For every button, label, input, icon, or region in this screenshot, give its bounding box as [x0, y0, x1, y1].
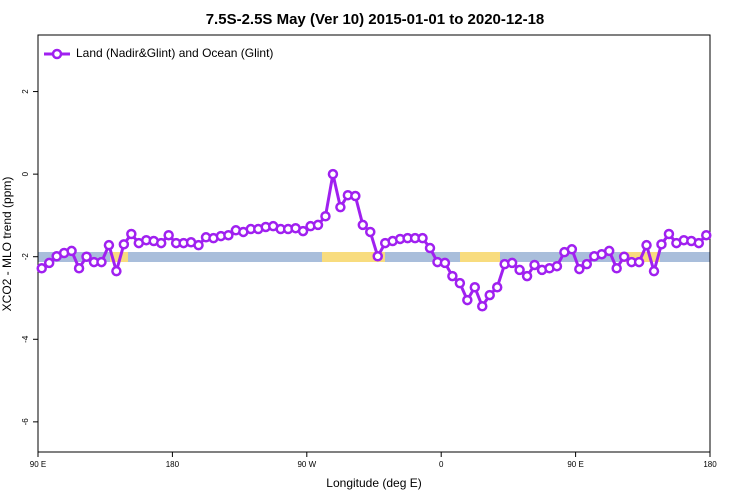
point [43, 257, 55, 269]
band-yellow [322, 252, 385, 262]
point [327, 168, 339, 180]
point [506, 257, 518, 269]
point [656, 239, 667, 250]
point [372, 251, 383, 262]
point [641, 239, 652, 251]
point [701, 229, 712, 241]
point [96, 256, 107, 268]
point [447, 270, 458, 282]
point [521, 270, 533, 282]
legend-label: Land (Nadir&Glint) and Ocean (Glint) [76, 46, 273, 60]
x-tick-label: 90 W [297, 460, 316, 469]
y-tick-label: -2 [21, 253, 30, 261]
point [365, 226, 376, 238]
point [73, 263, 85, 274]
plot-frame [37, 34, 711, 453]
point [297, 225, 309, 237]
point [417, 232, 428, 244]
point [36, 263, 47, 274]
x-tick-label: 0 [439, 460, 444, 469]
point [111, 265, 122, 277]
band-yellow [460, 252, 500, 262]
point [335, 201, 346, 213]
point [439, 257, 451, 269]
point [574, 263, 585, 275]
point [581, 258, 593, 270]
point [163, 229, 174, 241]
point [357, 219, 369, 231]
y-tick-label: 0 [21, 171, 30, 176]
point [484, 289, 495, 301]
point [566, 244, 578, 255]
y-axis-label: XCO2 - MLO trend (ppm) [0, 177, 14, 312]
point [81, 251, 92, 262]
point [514, 264, 525, 276]
point [469, 282, 481, 293]
point [648, 265, 660, 277]
point [312, 219, 324, 231]
point [424, 242, 436, 254]
y-tick-label: 2 [21, 89, 30, 94]
point [462, 294, 473, 306]
point [603, 245, 615, 257]
point [491, 282, 503, 293]
y-tick-label: -4 [21, 335, 30, 343]
x-axis-label: Longitude (deg E) [326, 476, 421, 490]
point [66, 245, 77, 257]
point [155, 237, 167, 249]
point [223, 229, 234, 241]
point [477, 301, 488, 312]
point [193, 239, 204, 251]
x-tick-label: 180 [166, 460, 180, 469]
point [454, 277, 466, 289]
point [611, 263, 622, 274]
legend-marker [51, 48, 63, 60]
point [103, 239, 115, 251]
point [529, 259, 540, 271]
point [350, 190, 361, 202]
point [618, 251, 630, 262]
y-tick-label: -6 [21, 418, 30, 426]
x-tick-label: 90 E [567, 460, 583, 469]
point [126, 228, 137, 240]
point [663, 228, 675, 240]
x-tick-label: 180 [703, 460, 717, 469]
chart-title: 7.5S-2.5S May (Ver 10) 2015-01-01 to 202… [206, 11, 545, 28]
x-tick-label: 90 E [30, 460, 46, 469]
point [633, 256, 645, 268]
point [320, 211, 331, 222]
point [118, 239, 130, 250]
point [693, 237, 705, 249]
point [551, 260, 563, 272]
